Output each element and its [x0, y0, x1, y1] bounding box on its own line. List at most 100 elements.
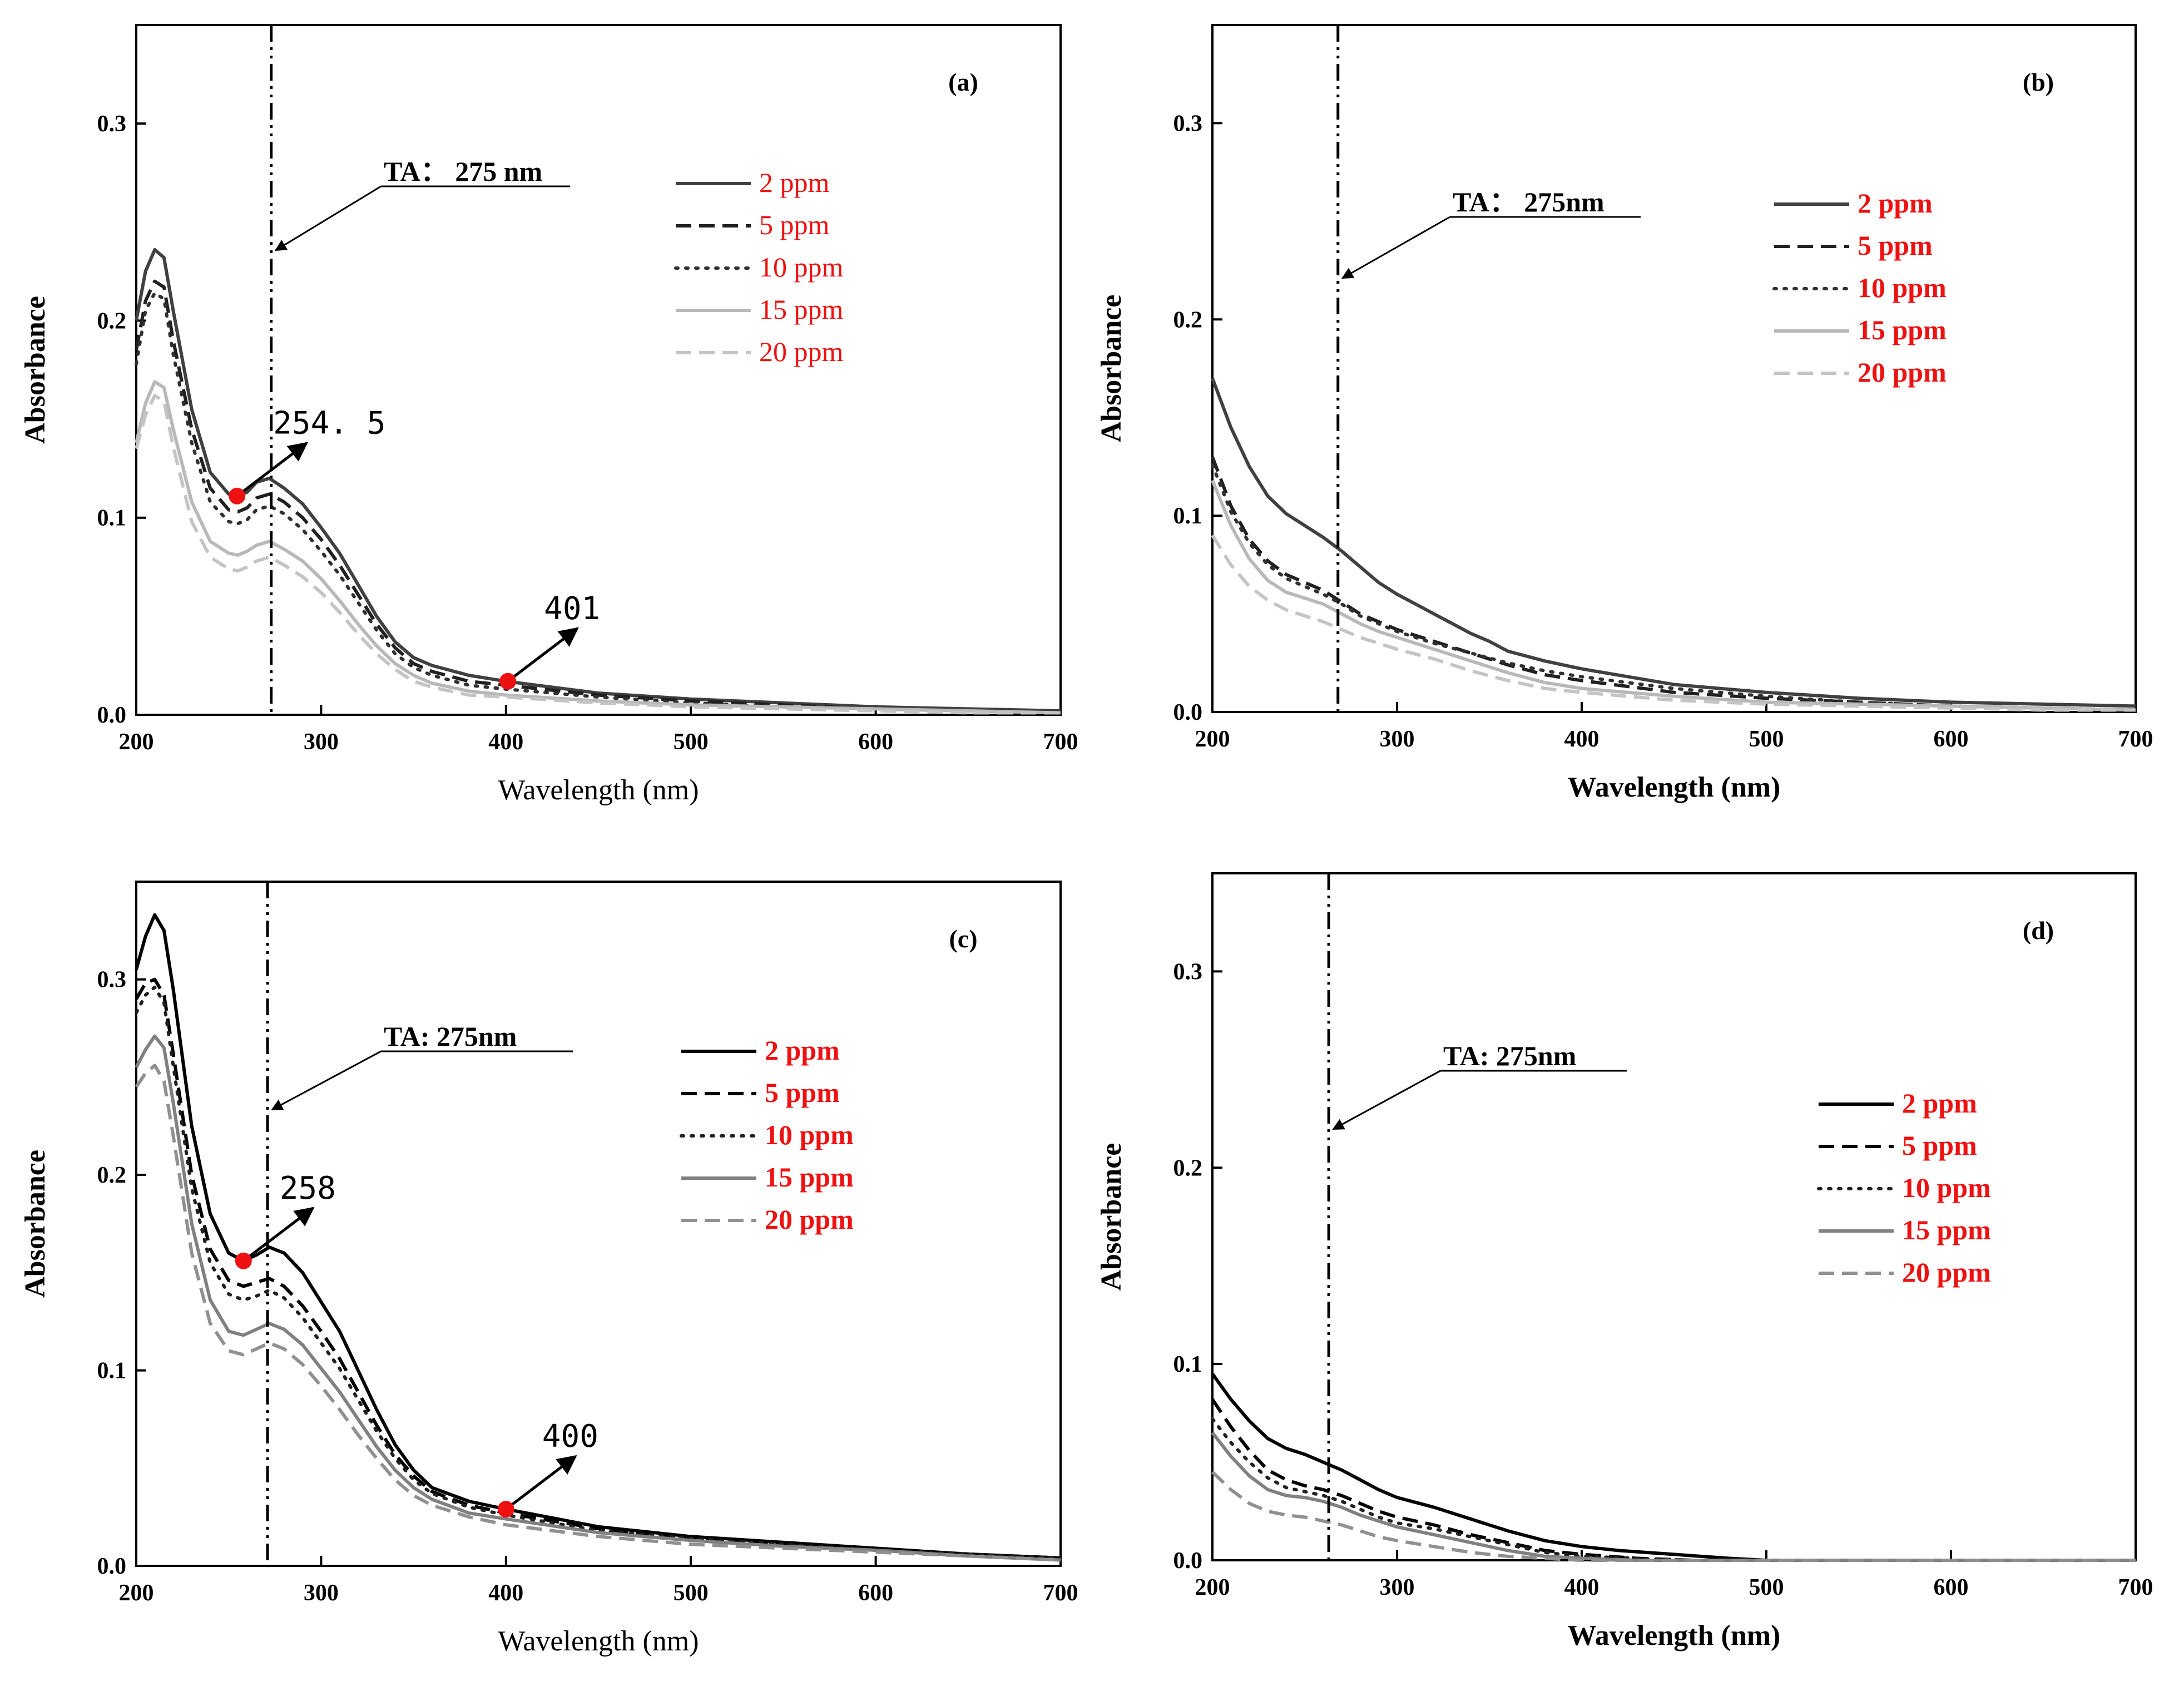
series-line-10-ppm: [135, 291, 1062, 715]
ta-label: TA: 275nm: [1443, 1040, 1576, 1071]
y-tick-label: 0.2: [1173, 1155, 1203, 1181]
ta-label: TA： 275nm: [1453, 186, 1604, 217]
series-line-5-ppm: [1211, 456, 2136, 712]
legend-label: 15 ppm: [1858, 314, 1947, 345]
y-tick-label: 0.3: [97, 111, 127, 137]
x-tick-label: 200: [1195, 726, 1230, 752]
x-tick-label: 400: [1564, 1575, 1599, 1600]
series-line-5-ppm: [135, 279, 1061, 715]
y-axis-label: Absorbance: [1096, 295, 1127, 443]
series-line-5-ppm: [1211, 1398, 2136, 1562]
legend-label: 15 ppm: [1902, 1214, 1991, 1245]
ta-leader-arrow: [1341, 216, 1450, 279]
plot-frame: [1211, 872, 2137, 1561]
annotation-label: 254. 5: [273, 406, 385, 442]
y-axis-label: Absorbance: [19, 296, 51, 444]
plot-frame: [135, 881, 1062, 1567]
series-line-20-ppm: [135, 394, 1061, 715]
x-tick-label: 600: [858, 1580, 893, 1606]
series-line-15-ppm: [1211, 479, 2136, 712]
series-line-2-ppm: [1211, 378, 2136, 708]
series-line-20-ppm: [1211, 1471, 2136, 1562]
x-tick-label: 200: [119, 729, 154, 755]
y-tick-label: 0.1: [1173, 1352, 1203, 1377]
ta-leader-arrow: [271, 1050, 382, 1111]
series-line-2-ppm: [135, 248, 1061, 713]
ta-leader-arrow: [274, 185, 382, 251]
x-tick-label: 600: [1934, 726, 1969, 752]
annotation-label: 401: [544, 591, 600, 627]
y-tick-label: 0.0: [1173, 700, 1203, 725]
x-tick-label: 400: [488, 1580, 523, 1606]
annotation-label: 400: [542, 1418, 598, 1455]
annotation-marker: [499, 673, 517, 690]
panel-label: (a): [948, 68, 978, 96]
y-tick-label: 0.0: [1173, 1548, 1203, 1574]
series-line-20-ppm: [1211, 534, 2136, 712]
annotation-label: 258: [280, 1170, 336, 1207]
x-tick-label: 300: [1380, 726, 1415, 752]
series-line-2-ppm: [1211, 1373, 2136, 1562]
series-line-5-ppm: [135, 977, 1061, 1560]
x-tick-label: 600: [1934, 1575, 1969, 1600]
y-tick-label: 0.1: [97, 506, 127, 531]
legend-label: 20 ppm: [759, 336, 844, 367]
legend-label: 20 ppm: [765, 1204, 854, 1235]
panel-label: (d): [2023, 916, 2054, 945]
series-line-10-ppm: [1211, 1417, 2137, 1562]
legend-label: 10 ppm: [1858, 272, 1947, 303]
x-tick-label: 500: [673, 729, 709, 755]
series-line-2-ppm: [135, 913, 1061, 1560]
y-tick-label: 0.0: [97, 703, 127, 728]
x-tick-label: 500: [1749, 726, 1784, 752]
x-axis-label: Wavelength (nm): [498, 1625, 699, 1657]
legend-label: 10 ppm: [1902, 1172, 1991, 1203]
ta-label: TA: 275nm: [384, 1021, 517, 1052]
series-line-20-ppm: [135, 1064, 1061, 1562]
legend-label: 5 ppm: [1902, 1130, 1977, 1161]
ta-leader-arrow: [1332, 1070, 1441, 1130]
panel-label: (b): [2023, 68, 2054, 96]
chart-panel-c: 200 300 400 500 600 700 0.0 0.1 0.2 0.3 Wavelength…: [19, 881, 1078, 1657]
x-axis-label: Wavelength (nm): [1568, 1620, 1781, 1652]
panel-label: (c): [949, 924, 977, 953]
annotation-arrow: [242, 1207, 315, 1262]
plot-frame: [1211, 24, 2137, 713]
plot-frame: [135, 24, 1062, 716]
x-tick-label: 500: [1749, 1575, 1784, 1600]
y-tick-label: 0.2: [1173, 307, 1203, 333]
y-tick-label: 0.2: [97, 308, 127, 334]
x-tick-label: 300: [1380, 1575, 1415, 1600]
y-tick-label: 0.2: [97, 1163, 127, 1188]
annotation-arrow: [236, 442, 308, 497]
legend-label: 2 ppm: [765, 1035, 840, 1066]
annotation-arrow: [505, 1455, 577, 1511]
x-tick-label: 200: [119, 1580, 154, 1606]
x-axis-label: Wavelength (nm): [498, 774, 699, 806]
series-line-15-ppm: [135, 1034, 1061, 1562]
x-tick-label: 200: [1195, 1575, 1230, 1600]
annotation-marker: [235, 1252, 252, 1269]
x-tick-label: 500: [673, 1580, 709, 1606]
y-axis-label: Absorbance: [1096, 1143, 1127, 1291]
legend-label: 5 ppm: [765, 1077, 840, 1108]
legend-label: 5 ppm: [759, 209, 830, 240]
legend-label: 2 ppm: [1858, 187, 1933, 219]
x-tick-label: 300: [304, 1580, 339, 1606]
chart-panel-a: 200 300 400 500 600 700 0.0 0.1 0.2 0.3 Wavelength…: [19, 24, 1078, 806]
y-axis-label: Absorbance: [19, 1150, 51, 1298]
legend-label: 10 ppm: [765, 1119, 854, 1150]
legend-label: 2 ppm: [1902, 1087, 1977, 1119]
x-tick-label: 600: [858, 729, 893, 755]
y-tick-label: 0.0: [97, 1554, 127, 1579]
chart-panel-d: 200 300 400 500 600 700 0.0 0.1 0.2 0.3 Wavelength…: [1096, 872, 2153, 1652]
y-tick-label: 0.3: [97, 967, 127, 993]
chart-panel-b: 200 300 400 500 600 700 0.0 0.1 0.2 0.3 Wavelength…: [1096, 24, 2153, 803]
annotation-arrow: [507, 627, 579, 683]
annotation-marker: [497, 1501, 514, 1518]
series-line-10-ppm: [135, 985, 1062, 1560]
legend-label: 10 ppm: [759, 251, 844, 283]
series-line-15-ppm: [1211, 1431, 2136, 1562]
series-line-10-ppm: [1211, 463, 2137, 712]
